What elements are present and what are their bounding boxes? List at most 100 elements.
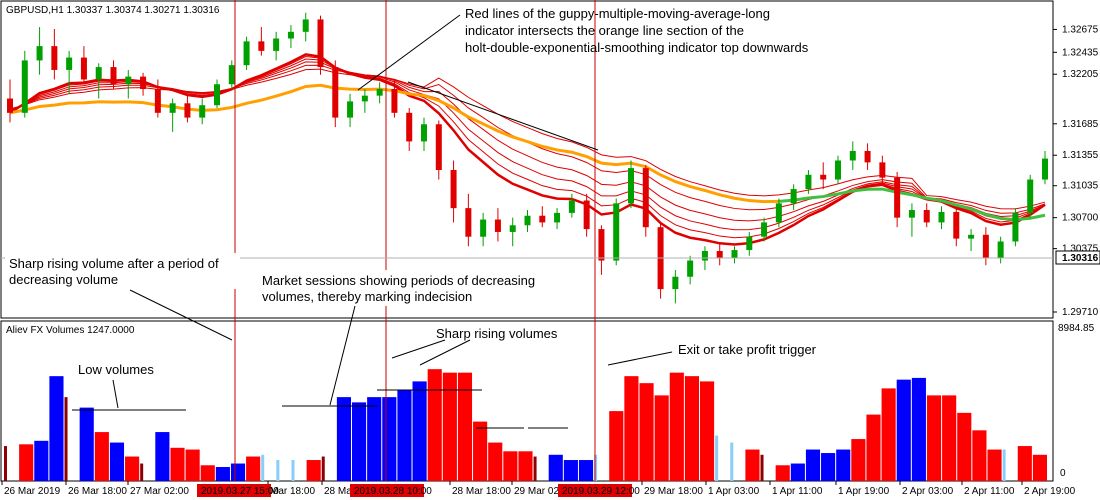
volume-bar bbox=[609, 411, 624, 481]
volume-bar bbox=[352, 402, 367, 481]
candle-body bbox=[450, 170, 457, 209]
candle-body bbox=[317, 19, 324, 68]
volume-bar bbox=[321, 456, 325, 481]
volume-bar bbox=[442, 372, 457, 481]
volume-bar bbox=[503, 451, 518, 481]
candle-body bbox=[302, 19, 309, 32]
candle-body bbox=[435, 124, 442, 171]
time-tick-label: 29 Mar 18:00 bbox=[644, 486, 703, 497]
symbol-info: GBPUSD,H1 1.30337 1.30374 1.30271 1.3031… bbox=[6, 5, 220, 16]
top-note-line-3: holt-double-exponential-smoothing indica… bbox=[465, 40, 809, 55]
volume-bar bbox=[19, 444, 34, 481]
candle-body bbox=[879, 162, 886, 178]
candle-body bbox=[214, 84, 220, 106]
volume-bar bbox=[836, 449, 851, 481]
volume-bar bbox=[488, 442, 503, 481]
time-axis: 26 Mar 2019 26 Mar 18:00 27 Mar 02:00 Mar 1… bbox=[1, 481, 1076, 497]
exit-trigger-arrow bbox=[607, 351, 673, 366]
candle-body bbox=[938, 211, 945, 223]
price-tick-label: 1.32435 bbox=[1062, 47, 1099, 58]
candle-body bbox=[480, 219, 487, 237]
candle-body bbox=[273, 38, 280, 51]
candle-body bbox=[761, 222, 768, 237]
price-axis: 1.32675 1.32435 1.32205 1.31685 1.31355 1.310… bbox=[1053, 24, 1099, 318]
time-highlight-box bbox=[197, 484, 271, 497]
candle-body bbox=[805, 174, 812, 190]
volume-bar bbox=[594, 454, 598, 481]
time-tick-label: 28 Mar 18:00 bbox=[452, 486, 511, 497]
candle-body bbox=[894, 177, 901, 218]
rising-after-decrease-line-1: Sharp rising volume after a period of bbox=[9, 256, 219, 271]
volume-bar bbox=[972, 430, 987, 481]
candle-body bbox=[421, 124, 427, 142]
current-price-box bbox=[1055, 250, 1100, 265]
volume-bar bbox=[64, 397, 68, 481]
price-tick-label: 1.30700 bbox=[1062, 213, 1099, 224]
candle-body bbox=[169, 103, 176, 113]
volume-bar bbox=[246, 456, 261, 481]
candle-body bbox=[701, 251, 708, 261]
price-tick-label: 1.31035 bbox=[1062, 181, 1099, 192]
candle-body bbox=[406, 112, 413, 142]
candle-body bbox=[110, 67, 117, 85]
time-tick-label: 2 Apr 03:00 bbox=[902, 486, 954, 497]
guppy-line bbox=[9, 56, 1046, 239]
sharp-rising-arrow-2 bbox=[419, 339, 471, 366]
volume-bar bbox=[291, 460, 295, 481]
volume-bar bbox=[866, 414, 881, 481]
candle-body bbox=[287, 31, 294, 39]
candle-body bbox=[613, 203, 620, 261]
candle-body bbox=[228, 65, 235, 85]
candle-body bbox=[376, 89, 383, 96]
annotations: Red lines of the guppy-multiple-moving-a… bbox=[5, 6, 819, 429]
candle-body bbox=[1027, 179, 1034, 213]
volume-bar bbox=[745, 449, 760, 481]
volume-bar bbox=[926, 395, 942, 481]
volume-bar bbox=[1032, 454, 1047, 481]
candle-body bbox=[598, 229, 605, 261]
volume-bar bbox=[760, 454, 764, 481]
time-highlight-label: 2019.03.27 15:00 bbox=[201, 486, 279, 497]
guppy-line bbox=[9, 53, 1046, 246]
volume-bar bbox=[896, 379, 911, 481]
candle-body bbox=[391, 89, 398, 113]
candle-body bbox=[36, 46, 43, 61]
time-tick-label: 28 Ma bbox=[324, 486, 352, 497]
volume-bar bbox=[427, 369, 442, 481]
candle-body bbox=[746, 236, 753, 251]
holt-line-green bbox=[778, 187, 1046, 222]
volume-bar bbox=[412, 381, 427, 481]
candle-body bbox=[982, 234, 989, 258]
volume-bar bbox=[654, 395, 669, 481]
guppy-cross-arrow bbox=[407, 81, 599, 151]
candle-body bbox=[820, 174, 827, 180]
market-sessions-line-2: volumes, thereby marking indecision bbox=[262, 289, 472, 304]
candle-body bbox=[568, 200, 575, 213]
volume-bar bbox=[715, 435, 719, 481]
volume-bar bbox=[306, 460, 321, 481]
candle-body bbox=[199, 105, 206, 118]
candle-body bbox=[51, 46, 58, 70]
volume-bar bbox=[775, 465, 790, 481]
candle-body bbox=[835, 160, 841, 180]
candle-body bbox=[1012, 212, 1019, 242]
top-note-line-1: Red lines of the guppy-multiple-moving-a… bbox=[465, 6, 770, 21]
candle-body bbox=[7, 98, 13, 113]
volume-bar bbox=[382, 397, 397, 481]
candle-body bbox=[687, 260, 694, 277]
volume-bar bbox=[140, 463, 144, 481]
candle-body bbox=[66, 57, 73, 70]
candle-body bbox=[524, 215, 531, 226]
price-tick-label: 1.32205 bbox=[1062, 69, 1099, 80]
volume-bar bbox=[34, 440, 49, 481]
candle-body bbox=[332, 67, 339, 118]
price-tick-label: 1.32675 bbox=[1062, 24, 1099, 35]
volume-bar bbox=[518, 451, 533, 481]
candle-body bbox=[997, 241, 1004, 258]
volume-bar bbox=[805, 449, 821, 481]
volume-bar bbox=[200, 465, 215, 481]
volume-bar bbox=[881, 388, 896, 481]
current-price-label: 1.30316 bbox=[1062, 253, 1099, 264]
annotation-bg-2 bbox=[258, 270, 548, 306]
candle-body bbox=[95, 67, 102, 80]
